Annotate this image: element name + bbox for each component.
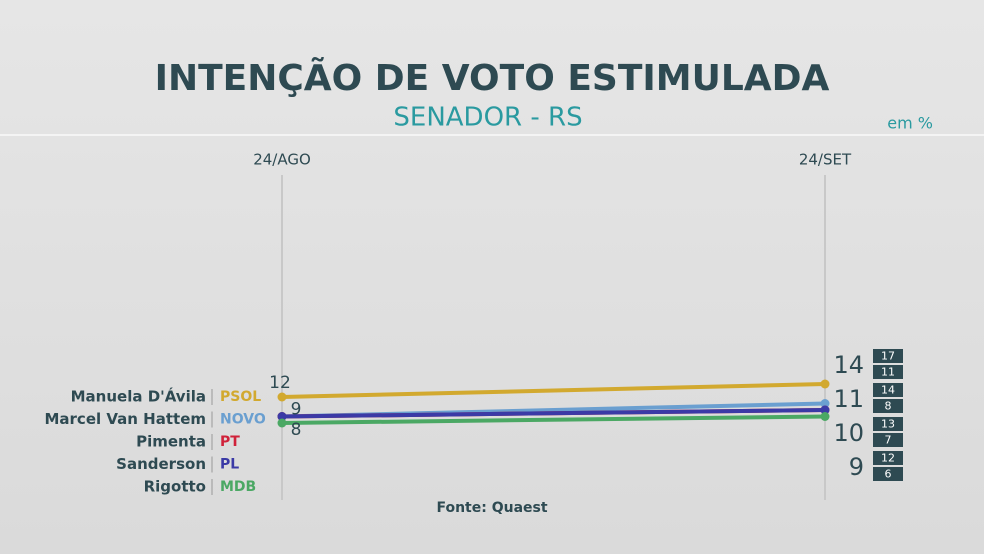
interval-box xyxy=(873,399,903,413)
data-label: 10 xyxy=(833,419,864,447)
interval-box xyxy=(873,451,903,465)
unit-note: em % xyxy=(887,114,933,133)
legend-party: PSOL xyxy=(220,389,261,405)
legend-name: Rigotto xyxy=(144,478,206,496)
interval-high: 14 xyxy=(881,384,895,397)
data-label: 12 xyxy=(269,373,291,393)
data-label: 9 xyxy=(291,400,302,420)
legend-party: MDB xyxy=(220,479,256,495)
point xyxy=(820,379,830,389)
data-label: 11 xyxy=(833,385,864,413)
data-label: 9 xyxy=(849,453,864,481)
series-line xyxy=(281,414,826,425)
interval-high: 13 xyxy=(881,418,895,431)
point xyxy=(820,405,830,415)
x-tick-label: 24/AGO xyxy=(253,151,311,169)
chart-subtitle: SENADOR - RS xyxy=(393,103,582,133)
interval-high: 17 xyxy=(881,350,895,363)
interval-box xyxy=(873,349,903,363)
interval-low: 11 xyxy=(881,366,895,379)
interval-box xyxy=(873,467,903,481)
source: Fonte: Quaest xyxy=(436,500,547,516)
point xyxy=(277,412,287,421)
legend-name: Pimenta xyxy=(136,433,206,451)
data-label: 14 xyxy=(833,351,864,379)
legend-name: Sanderson xyxy=(116,455,206,473)
interval-high: 12 xyxy=(881,452,895,465)
point xyxy=(277,418,287,428)
legend-party: PL xyxy=(220,457,239,473)
interval-box xyxy=(873,433,903,447)
series-line xyxy=(281,382,826,399)
point xyxy=(820,399,830,408)
data-label: 8 xyxy=(291,420,302,440)
point xyxy=(277,392,287,402)
series-line xyxy=(281,408,826,419)
interval-box xyxy=(873,365,903,379)
legend-party: NOVO xyxy=(220,412,266,428)
legend-name: Manuela D'Ávila xyxy=(71,387,206,406)
legend-party: PT xyxy=(220,434,240,450)
legend-name: Marcel Van Hattem xyxy=(44,410,206,428)
interval-low: 7 xyxy=(885,434,892,447)
point xyxy=(820,412,830,421)
interval-low: 8 xyxy=(885,400,892,413)
chart-title: INTENÇÃO DE VOTO ESTIMULADA xyxy=(155,57,830,99)
x-tick-label: 24/SET xyxy=(799,151,852,169)
interval-low: 6 xyxy=(885,468,892,481)
interval-box xyxy=(873,383,903,397)
interval-box xyxy=(873,417,903,431)
